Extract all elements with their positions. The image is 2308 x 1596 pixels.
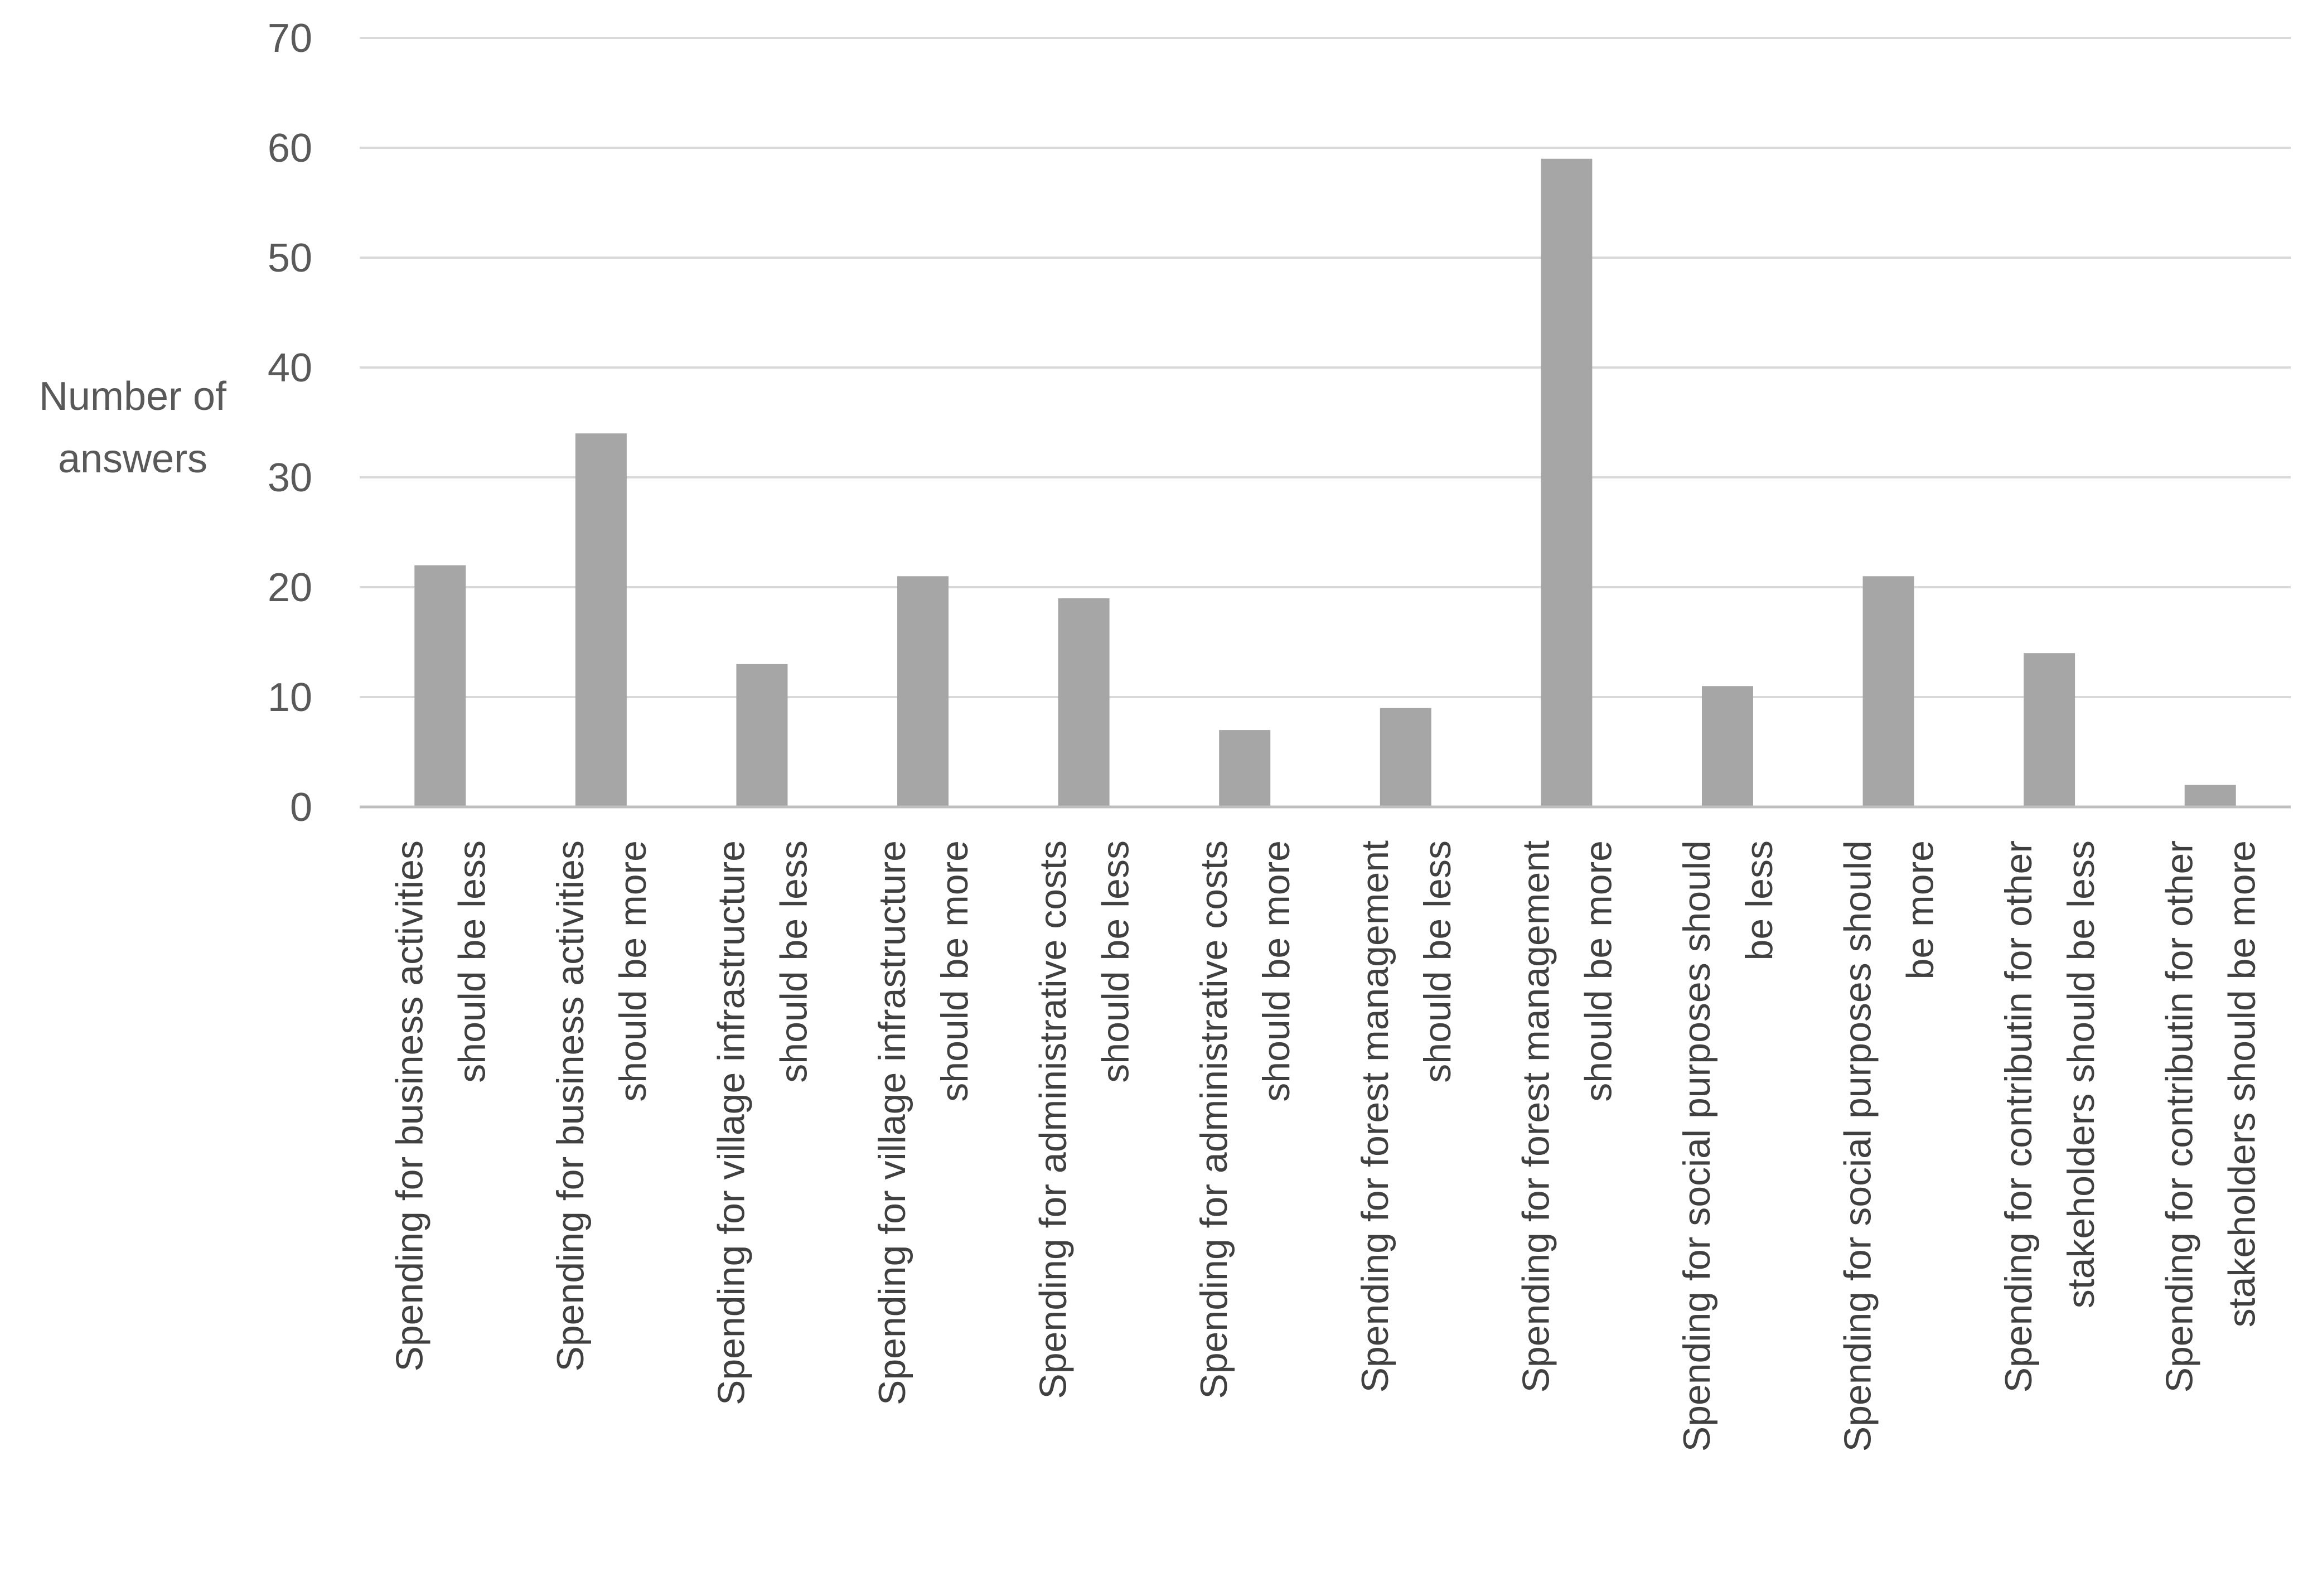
x-category-label: Spending for village infrastructure shoul… bbox=[871, 840, 976, 1405]
x-category-label: Spending for contributin for other stakeh… bbox=[1997, 840, 2102, 1392]
x-category-label: Spending for administrative costs should … bbox=[1193, 840, 1298, 1399]
x-category-label: Spending for forest management should be … bbox=[1354, 840, 1459, 1392]
y-axis-ticks: 0 10 20 30 40 50 60 70 bbox=[268, 16, 312, 830]
x-category-label: Spending for contributin for other stakeh… bbox=[2159, 840, 2263, 1392]
bar bbox=[1862, 576, 1914, 807]
x-axis-category-labels: Spending for business activities should b… bbox=[388, 840, 2263, 1452]
bar bbox=[1219, 730, 1271, 807]
bar bbox=[1701, 686, 1753, 807]
bar bbox=[575, 433, 627, 807]
x-category-label: Spending for forest management should be … bbox=[1515, 840, 1619, 1392]
bar bbox=[1058, 598, 1110, 807]
y-tick-label: 70 bbox=[268, 16, 312, 61]
y-tick-label: 60 bbox=[268, 126, 312, 171]
y-tick-label: 30 bbox=[268, 456, 312, 500]
gridlines bbox=[360, 37, 2291, 698]
x-category-label: Spending for administrative costs should … bbox=[1032, 840, 1137, 1399]
bars bbox=[414, 158, 2236, 807]
bar bbox=[2024, 653, 2075, 807]
y-axis-label: Number of answers bbox=[39, 374, 227, 481]
x-category-label: Spending for social purposes should be mo… bbox=[1837, 840, 1942, 1452]
bar bbox=[414, 565, 466, 807]
y-tick-label: 50 bbox=[268, 236, 312, 280]
x-category-label: Spending for village infrastructure shoul… bbox=[710, 840, 815, 1405]
x-category-label: Spending for business activities should b… bbox=[388, 840, 493, 1372]
y-tick-label: 10 bbox=[268, 675, 312, 720]
y-tick-label: 40 bbox=[268, 346, 312, 390]
y-tick-label: 20 bbox=[268, 565, 312, 610]
bar bbox=[897, 576, 949, 807]
bar bbox=[736, 664, 788, 807]
bar bbox=[1541, 158, 1593, 807]
bar bbox=[1380, 708, 1431, 807]
x-category-label: Spending for business activities should b… bbox=[549, 840, 654, 1372]
x-category-label: Spending for social purposes should be le… bbox=[1676, 840, 1780, 1452]
bar bbox=[2184, 785, 2236, 807]
y-tick-label: 0 bbox=[290, 785, 312, 830]
